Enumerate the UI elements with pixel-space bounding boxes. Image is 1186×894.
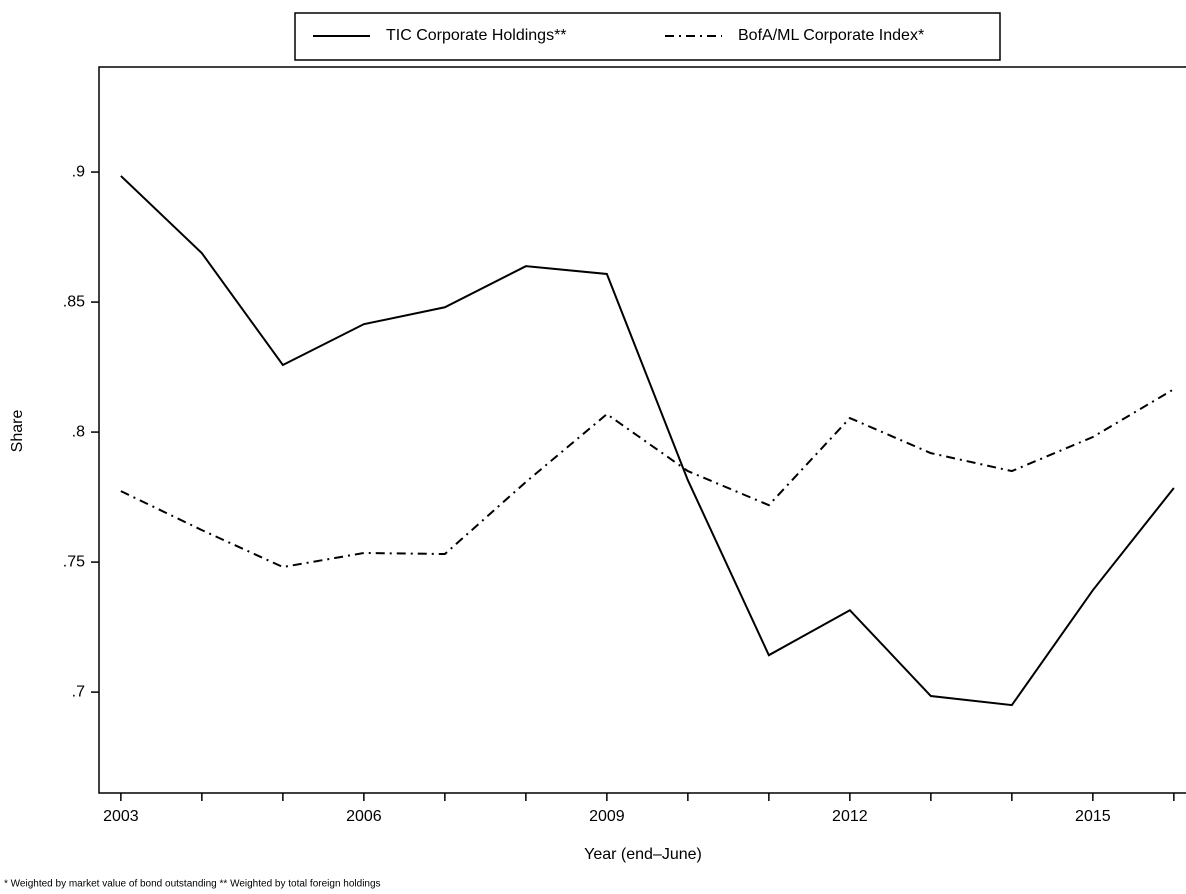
y-axis-label: Share — [9, 410, 26, 453]
y-tick-label: .9 — [72, 163, 85, 180]
y-tick-label: .7 — [72, 683, 85, 700]
x-tick-label: 2009 — [589, 808, 625, 825]
x-tick-label: 2003 — [103, 808, 139, 825]
legend-box — [294, 12, 1001, 61]
legend-label: BofA/ML Corporate Index* — [738, 27, 924, 44]
x-axis-label: Year (end–June) — [584, 846, 702, 863]
plot-frame — [98, 66, 1186, 794]
y-tick-label: .8 — [72, 423, 85, 440]
y-tick-label: .75 — [63, 553, 85, 570]
x-tick-label: 2012 — [832, 808, 868, 825]
legend-label: TIC Corporate Holdings** — [386, 27, 567, 44]
x-tick-label: 2006 — [346, 808, 382, 825]
footnote: * Weighted by market value of bond outst… — [4, 879, 381, 890]
y-tick-label: .85 — [63, 293, 85, 310]
series-line — [120, 388, 1175, 569]
series-line — [120, 175, 1175, 707]
x-tick-label: 2015 — [1075, 808, 1111, 825]
